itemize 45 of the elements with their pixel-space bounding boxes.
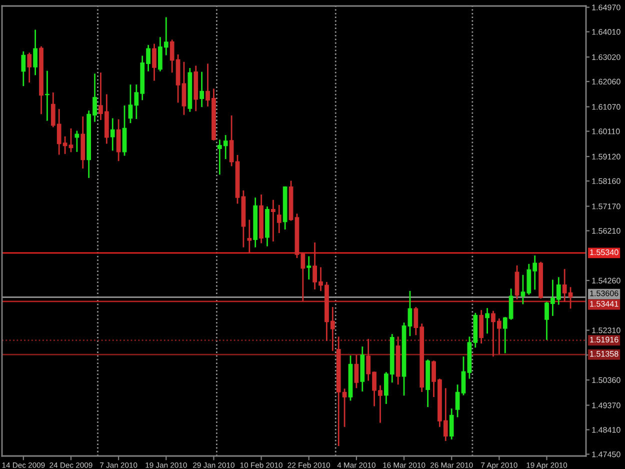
y-tick-label: 1.64010 xyxy=(592,29,620,35)
y-tick-label: 1.59120 xyxy=(592,154,620,160)
candlestick xyxy=(514,264,520,300)
ref-line-label: 1.51916 xyxy=(590,336,618,342)
y-tick-label: 1.62060 xyxy=(592,78,620,85)
y-tick-label: 1.63020 xyxy=(592,54,620,60)
y-tick-label: 1.58160 xyxy=(592,178,620,184)
y-tick-label: 1.50360 xyxy=(592,377,620,383)
candlestick xyxy=(152,43,156,82)
ref-line-label: 1.51358 xyxy=(590,350,618,357)
candlestick xyxy=(116,118,121,162)
candlestick xyxy=(270,199,276,242)
candlestick xyxy=(247,219,252,254)
ref-line-label: 1.55340 xyxy=(590,249,618,256)
y-tick-label: 1.49370 xyxy=(592,402,620,408)
candlestick xyxy=(33,29,38,76)
candlestick xyxy=(479,309,484,344)
y-tick-label: 1.64970 xyxy=(592,4,620,10)
candlestick xyxy=(449,408,454,440)
candlestick xyxy=(74,130,80,153)
candlestick xyxy=(485,307,490,334)
candlestick xyxy=(306,256,312,280)
y-tick-label: 1.54260 xyxy=(592,278,620,284)
y-tick-label: 1.48410 xyxy=(592,427,620,433)
candlestick xyxy=(229,114,234,167)
candlestick xyxy=(354,354,359,389)
candlestick xyxy=(276,204,282,234)
ref-line-label: 1.53606 xyxy=(590,290,618,296)
y-tick-label: 1.47450 xyxy=(592,452,620,458)
ref-line-label: 1.53441 xyxy=(590,300,618,307)
candlestick xyxy=(455,384,460,418)
y-tick-label: 1.57170 xyxy=(592,204,620,210)
candlestick xyxy=(110,118,115,152)
candlestick xyxy=(68,128,74,153)
y-tick-label: 1.60110 xyxy=(592,128,620,134)
candlestick xyxy=(408,290,412,337)
y-tick-label: 1.56210 xyxy=(592,228,620,234)
candlestick xyxy=(27,52,32,84)
y-tick-label: 1.61070 xyxy=(592,104,620,110)
candlestick xyxy=(200,71,204,108)
candlestick xyxy=(122,104,127,156)
candlestick xyxy=(21,50,26,87)
y-tick-label: 1.52310 xyxy=(592,328,620,334)
candlestick xyxy=(182,61,186,116)
candlestick xyxy=(45,70,50,122)
